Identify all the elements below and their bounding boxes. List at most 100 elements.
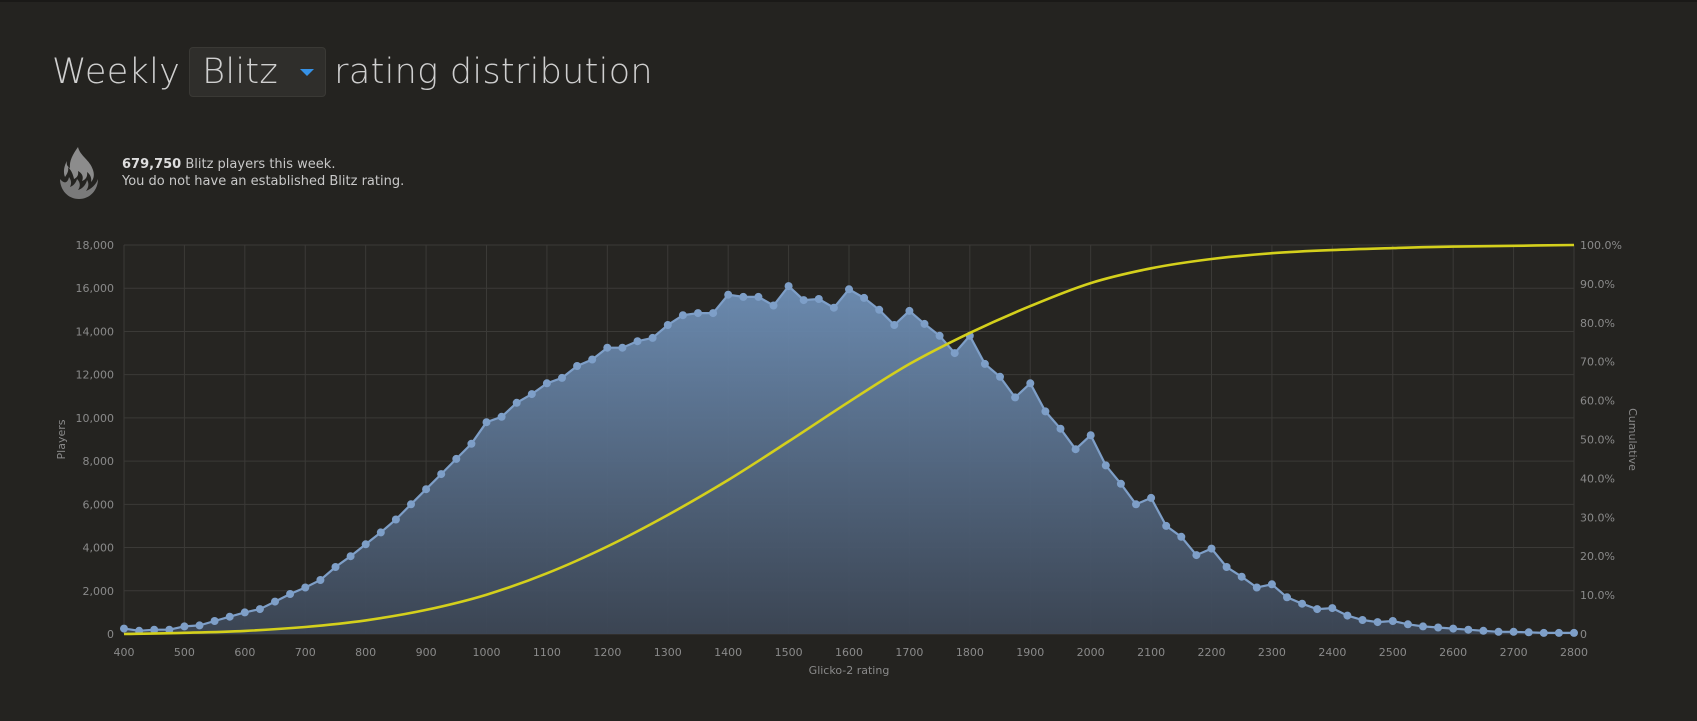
- players-point: [588, 355, 597, 364]
- players-point: [1041, 407, 1050, 416]
- players-point: [996, 372, 1004, 381]
- players-point: [1434, 623, 1443, 632]
- players-point: [694, 309, 702, 318]
- players-point: [195, 621, 204, 630]
- x-tick-label: 1100: [533, 646, 561, 659]
- y2-tick-label: 90.0%: [1580, 278, 1615, 291]
- title-prefix: Weekly: [52, 52, 181, 92]
- players-point: [391, 515, 400, 524]
- players-point: [1313, 605, 1322, 614]
- players-point: [1449, 624, 1458, 633]
- players-point: [527, 390, 536, 399]
- players-point: [1403, 620, 1412, 629]
- players-point: [1116, 479, 1125, 488]
- y-tick-label: 4,000: [83, 542, 115, 555]
- players-point: [890, 321, 899, 329]
- y-tick-label: 0: [107, 628, 114, 641]
- y-axis-title: Players: [55, 419, 68, 459]
- page-title: Weekly Blitz rating distribution: [52, 46, 653, 98]
- y-tick-label: 12,000: [76, 369, 115, 382]
- players-point: [1011, 393, 1020, 402]
- players-point: [1554, 628, 1563, 637]
- player-count: 679,750: [122, 157, 182, 172]
- players-point: [814, 295, 823, 303]
- players-point: [301, 583, 310, 592]
- x-tick-label: 1700: [895, 646, 923, 659]
- players-point: [1373, 618, 1382, 627]
- players-point: [1358, 616, 1367, 624]
- players-point: [1267, 580, 1276, 589]
- x-tick-label: 2500: [1379, 646, 1407, 659]
- x-tick-label: 2000: [1077, 646, 1105, 659]
- x-tick-label: 700: [295, 646, 316, 659]
- players-point: [663, 321, 672, 329]
- y2-tick-label: 0: [1580, 628, 1587, 641]
- players-point: [603, 343, 612, 352]
- y-tick-label: 10,000: [76, 412, 115, 425]
- players-point: [150, 625, 159, 634]
- players-point: [1570, 628, 1578, 637]
- players-point: [1222, 563, 1231, 571]
- players-point: [1237, 572, 1246, 581]
- y-tick-label: 14,000: [76, 325, 115, 338]
- players-point: [407, 500, 415, 509]
- players-point: [240, 608, 249, 617]
- x-tick-label: 2200: [1198, 646, 1226, 659]
- x-tick-label: 500: [174, 646, 195, 659]
- players-point: [1464, 625, 1473, 634]
- players-point: [210, 617, 219, 625]
- players-point: [678, 311, 687, 320]
- players-point: [225, 612, 234, 621]
- players-point: [482, 418, 491, 427]
- players-point: [739, 292, 748, 301]
- x-tick-label: 400: [114, 646, 135, 659]
- players-point: [724, 290, 733, 299]
- players-point: [829, 303, 838, 312]
- players-area-fill: [124, 286, 1574, 634]
- players-point: [361, 540, 370, 549]
- players-point: [120, 624, 128, 633]
- players-point: [331, 563, 340, 571]
- players-point: [1086, 431, 1095, 440]
- x-tick-label: 2400: [1318, 646, 1346, 659]
- x-tick-label: 2800: [1560, 646, 1588, 659]
- x-tick-label: 1000: [473, 646, 501, 659]
- x-tick-label: 600: [234, 646, 255, 659]
- y2-tick-label: 70.0%: [1580, 356, 1615, 369]
- y2-tick-label: 40.0%: [1580, 472, 1615, 485]
- players-point: [1479, 626, 1488, 635]
- players-point: [1207, 544, 1216, 553]
- players-point: [845, 285, 853, 294]
- x-tick-label: 1800: [956, 646, 984, 659]
- cumulative-series: [123, 243, 1575, 636]
- y-tick-label: 18,000: [76, 239, 115, 252]
- players-point: [165, 625, 174, 634]
- players-point: [709, 309, 718, 318]
- players-point: [875, 305, 884, 314]
- y2-tick-label: 80.0%: [1580, 317, 1615, 330]
- variant-select[interactable]: Blitz: [189, 47, 327, 97]
- x-tick-label: 2700: [1500, 646, 1528, 659]
- players-point: [180, 622, 189, 631]
- x-axis-title: Glicko-2 rating: [809, 664, 890, 677]
- players-point: [1101, 461, 1110, 470]
- players-point: [754, 292, 763, 301]
- players-point: [255, 605, 264, 614]
- players-point: [950, 349, 959, 358]
- players-point: [512, 398, 521, 407]
- y-tick-label: 8,000: [83, 455, 115, 468]
- players-point: [452, 454, 461, 463]
- players-point: [935, 331, 944, 340]
- x-tick-label: 900: [416, 646, 437, 659]
- players-point: [1509, 627, 1518, 636]
- players-point: [920, 319, 929, 328]
- player-info: 679,750 Blitz players this week. You do …: [58, 146, 404, 200]
- players-point: [784, 282, 793, 291]
- players-point: [1071, 445, 1080, 454]
- player-count-line: 679,750 Blitz players this week.: [122, 156, 404, 173]
- players-point: [271, 597, 279, 606]
- y2-axis-title: Cumulative: [1626, 408, 1639, 471]
- y-tick-label: 6,000: [83, 498, 115, 511]
- y2-tick-label: 30.0%: [1580, 511, 1615, 524]
